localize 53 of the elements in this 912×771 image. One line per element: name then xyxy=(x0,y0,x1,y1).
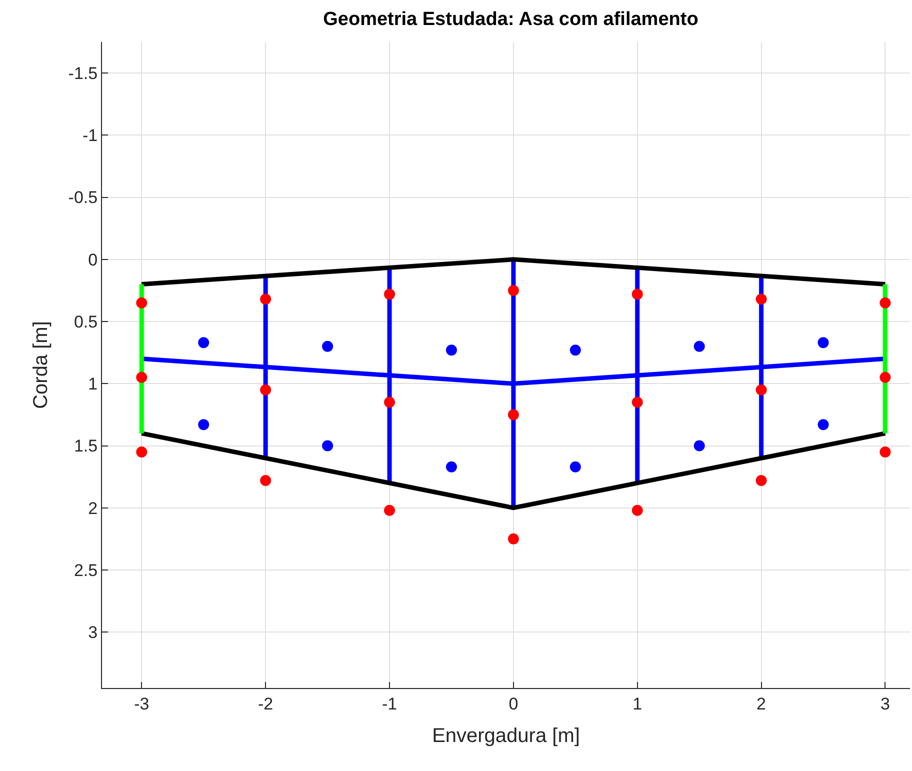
x-tick-label: -1 xyxy=(382,694,398,714)
x-tick-label: 0 xyxy=(508,694,518,714)
point xyxy=(322,440,334,452)
x-tick-label: -2 xyxy=(258,694,274,714)
point xyxy=(508,533,519,544)
point xyxy=(384,396,396,408)
point xyxy=(632,288,643,300)
point xyxy=(570,461,581,472)
point xyxy=(570,344,581,356)
y-tick-label: 0 xyxy=(88,250,98,270)
point xyxy=(632,504,643,516)
point xyxy=(694,340,705,352)
point xyxy=(198,419,210,430)
point xyxy=(260,384,272,396)
point xyxy=(384,288,396,300)
point xyxy=(508,284,519,296)
y-tick-label: -1 xyxy=(82,126,98,146)
point xyxy=(136,372,148,383)
x-tick-label: -3 xyxy=(134,694,150,714)
y-tick-label: 0.5 xyxy=(74,312,98,332)
point xyxy=(818,337,829,348)
point xyxy=(446,344,457,356)
point xyxy=(632,396,643,408)
y-tick-label: -0.5 xyxy=(68,188,98,208)
x-axis-title: Envergadura [m] xyxy=(432,724,580,747)
y-axis-title: Corda [m] xyxy=(30,321,52,409)
point xyxy=(880,446,891,458)
point xyxy=(198,337,210,348)
chart-title: Geometria Estudada: Asa com afilamento xyxy=(323,8,698,30)
point xyxy=(136,297,148,308)
point xyxy=(694,440,705,452)
point xyxy=(756,475,767,486)
point xyxy=(136,446,148,458)
point xyxy=(508,409,519,420)
point xyxy=(818,419,829,430)
y-tick-label: -1.5 xyxy=(68,64,98,84)
x-tick-label: 1 xyxy=(632,694,642,714)
y-tick-label: 1 xyxy=(88,374,98,394)
y-tick-label: 2.5 xyxy=(74,560,98,580)
x-tick-label: 2 xyxy=(756,694,766,714)
point xyxy=(384,504,396,516)
point xyxy=(756,384,767,396)
point xyxy=(756,294,767,305)
point xyxy=(260,294,272,305)
point xyxy=(446,461,457,472)
point xyxy=(260,475,272,486)
point xyxy=(880,372,891,383)
point xyxy=(322,340,334,352)
y-tick-label: 1.5 xyxy=(74,436,98,456)
y-tick-label: 2 xyxy=(88,498,98,518)
x-tick-label: 3 xyxy=(880,694,890,714)
point xyxy=(880,297,891,308)
y-tick-label: 3 xyxy=(88,623,98,642)
